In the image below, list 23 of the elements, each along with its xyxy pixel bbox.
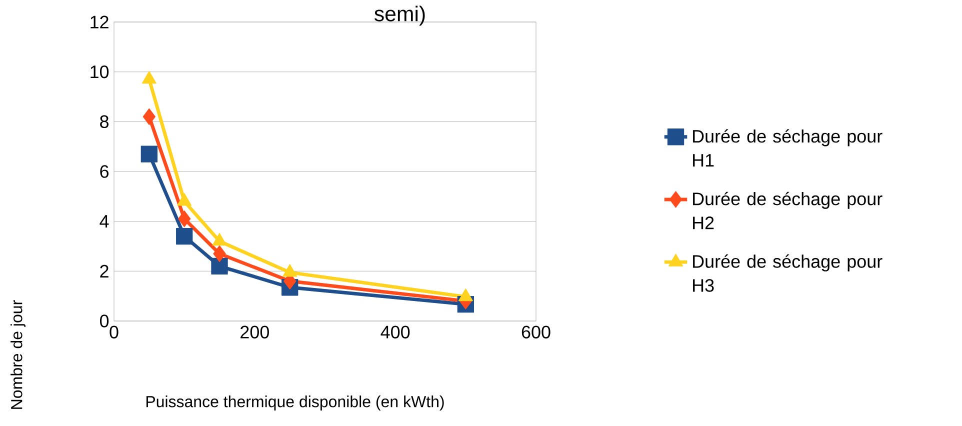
point [211,258,228,275]
y-tick-label: 6 [100,165,109,178]
point [140,146,158,162]
legend-label: Durée de séchage pour H1 [693,129,882,167]
x-tick-label: 200 [240,326,269,338]
point [176,228,193,245]
point [213,245,226,262]
point [142,108,156,126]
y-tick-label: 4 [100,215,109,228]
point [178,210,191,228]
chart-title: semi) [374,6,425,26]
legend-label: Durée de séchage pour H3 [693,254,882,292]
y-tick-label: 0 [100,314,109,328]
x-axis-title: Puissance thermique disponible (en kWth) [146,396,444,410]
x-tick-label: 600 [522,326,550,338]
x-tick-label: 400 [380,326,410,338]
x-tick-label: 0 [110,326,118,338]
y-tick-label: 12 [90,16,108,28]
y-tick-label: 10 [90,65,109,78]
legend-label: Durée de séchage pour H2 [693,192,882,230]
y-tick-label: 8 [100,115,109,128]
y-axis-title: Nombre de jour [10,300,26,409]
y-tick-label: 2 [100,264,108,278]
